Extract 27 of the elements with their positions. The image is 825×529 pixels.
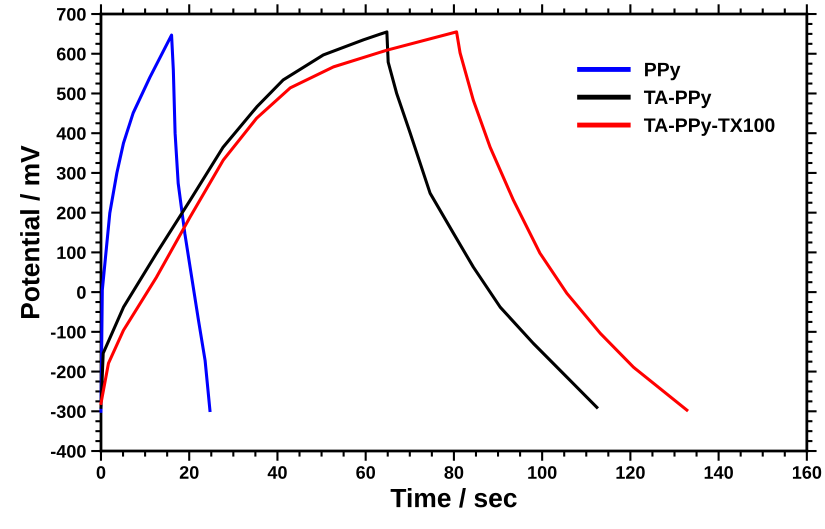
y-tick-label: 400 [56,127,86,140]
x-tick-label: 20 [180,466,199,479]
legend-label: TA-PPy-TX100 [644,118,774,136]
x-tick-label: 100 [528,466,556,479]
x-tick-label: 160 [792,466,822,479]
y-tick-label: 600 [56,48,86,60]
x-axis-title: Time / sec [390,488,517,508]
line-series [99,34,212,413]
y-tick-label: 500 [56,87,86,100]
y-tick-label: 100 [57,246,86,260]
x-tick-label: 60 [356,466,375,479]
legend-label: TA-PPy [644,90,712,108]
y-tick-label: 300 [56,166,86,180]
y-axis-title: Potential / mV [20,145,40,318]
x-tick-label: 80 [444,466,464,479]
y-tick-label: -200 [50,366,86,378]
y-tick-label: -300 [50,405,86,418]
x-tick-label: 140 [704,466,733,479]
x-tick-label: 120 [616,466,645,479]
x-tick-label: 40 [268,466,287,479]
y-tick-label: -400 [50,444,86,458]
y-tick-label: 0 [77,286,86,299]
y-tick-label: 700 [57,8,86,21]
x-tick-label: 0 [96,466,106,479]
y-tick-label: 200 [56,206,86,220]
legend-label: PPy [645,62,680,80]
y-tick-label: -100 [50,326,86,339]
